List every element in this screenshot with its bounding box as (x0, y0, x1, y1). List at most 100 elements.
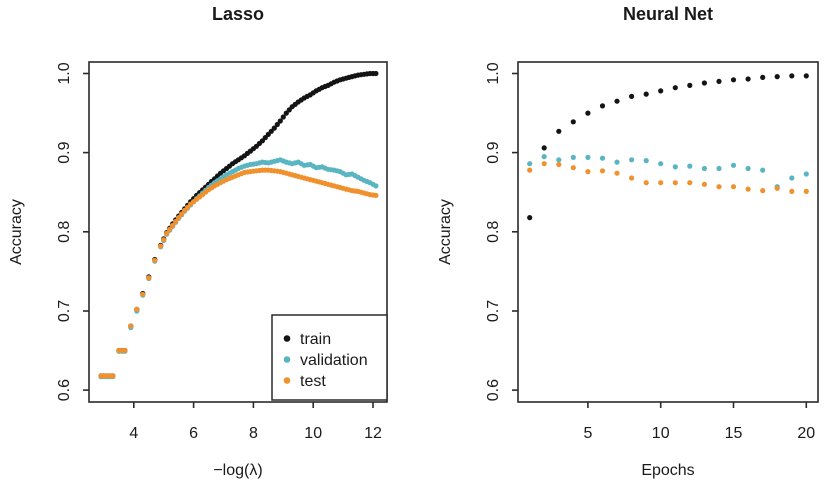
data-point (373, 183, 379, 189)
neural-net-y-axis-label: Accuracy (437, 199, 454, 265)
data-point (176, 215, 182, 221)
data-point (789, 188, 795, 194)
data-point (541, 145, 547, 151)
legend-dot-test (283, 377, 291, 384)
lasso-chart-title: Lasso (211, 4, 265, 24)
data-point (373, 192, 379, 198)
data-point (527, 167, 533, 173)
lasso-x-tick-label: 12 (364, 425, 382, 442)
data-point (730, 77, 737, 83)
lasso-y-tick-label: 0.7 (56, 300, 73, 322)
data-point (271, 125, 277, 131)
data-point (527, 161, 533, 167)
data-point (774, 185, 780, 191)
lasso-x-tick-label: 10 (304, 425, 322, 442)
data-point (730, 162, 737, 168)
neural-net-validation-points (527, 154, 809, 190)
data-point (556, 157, 562, 163)
data-point (164, 230, 170, 236)
data-point (774, 74, 780, 80)
legend-dot-validation (283, 356, 291, 363)
data-point (745, 165, 751, 172)
data-point (643, 91, 649, 97)
data-point (672, 164, 678, 170)
data-point (760, 167, 766, 173)
data-point (629, 157, 635, 163)
data-point (570, 165, 576, 171)
lasso-y-axis-label: Accuracy (8, 199, 25, 265)
legend-dot-train (283, 335, 291, 342)
data-point (161, 237, 167, 243)
data-point (614, 170, 620, 176)
data-point (614, 159, 620, 165)
data-point (179, 211, 185, 217)
lasso-y-tick-label: 0.9 (56, 141, 73, 163)
data-point (128, 323, 134, 329)
data-point (687, 163, 693, 169)
data-point (167, 226, 173, 232)
data-point (541, 154, 547, 160)
data-point (599, 168, 606, 174)
data-point (173, 218, 179, 225)
data-point (658, 180, 664, 186)
data-point (629, 93, 635, 99)
neural-net-y-tick-label: 0.7 (485, 300, 502, 322)
data-point (716, 184, 722, 190)
data-point (570, 154, 576, 160)
legend-label-validation: validation (300, 352, 368, 369)
data-point (599, 103, 606, 109)
data-point (140, 291, 146, 297)
data-point (672, 85, 678, 91)
data-point (716, 165, 722, 172)
data-point (585, 154, 591, 160)
legend-label-test: test (300, 373, 326, 390)
legend-box (271, 314, 388, 401)
data-point (687, 180, 693, 186)
neural-net-plot-frame (517, 61, 819, 403)
neural-net-chart-title: Neural Net (622, 4, 714, 24)
data-point (643, 158, 649, 164)
data-point (745, 76, 751, 82)
data-point (277, 118, 283, 124)
lasso-x-tick-label: 6 (189, 425, 198, 442)
data-point (730, 184, 737, 190)
lasso-test-points (98, 167, 379, 379)
data-point (134, 306, 140, 312)
neural-net-x-tick-label: 15 (725, 425, 743, 442)
data-point (541, 161, 547, 167)
data-point (658, 161, 664, 167)
data-point (152, 257, 158, 263)
data-point (146, 275, 152, 281)
data-point (803, 188, 809, 194)
data-point (599, 155, 606, 161)
data-point (803, 73, 809, 79)
neural-net-test-points (527, 161, 809, 194)
data-point (760, 74, 766, 80)
neural-net-x-tick-label: 5 (583, 425, 592, 442)
data-point (110, 373, 116, 379)
data-point (556, 161, 562, 168)
data-point (701, 80, 708, 86)
lasso-y-tick-label: 0.8 (56, 221, 73, 243)
neural-net-y-tick-label: 0.8 (485, 221, 502, 243)
data-point (373, 70, 379, 77)
data-point (701, 181, 708, 187)
data-point (745, 186, 751, 192)
data-point (585, 110, 591, 116)
neural-net-y-tick-label: 0.6 (485, 379, 502, 401)
lasso-y-tick-label: 1.0 (56, 62, 73, 84)
neural-net-train-points (527, 73, 809, 221)
data-point (274, 121, 280, 128)
neural-net-y-tick-label: 1.0 (485, 62, 502, 84)
neural-net-x-axis-label: Epochs (641, 462, 695, 479)
neural-net-x-tick-label: 20 (797, 425, 815, 442)
data-point (803, 171, 809, 177)
data-point (585, 169, 591, 175)
lasso-x-axis-label: −log(λ) (213, 462, 263, 479)
data-point (629, 175, 635, 181)
neural-net-y-tick-label: 0.9 (485, 141, 502, 163)
data-point (760, 188, 766, 194)
data-point (570, 119, 576, 125)
